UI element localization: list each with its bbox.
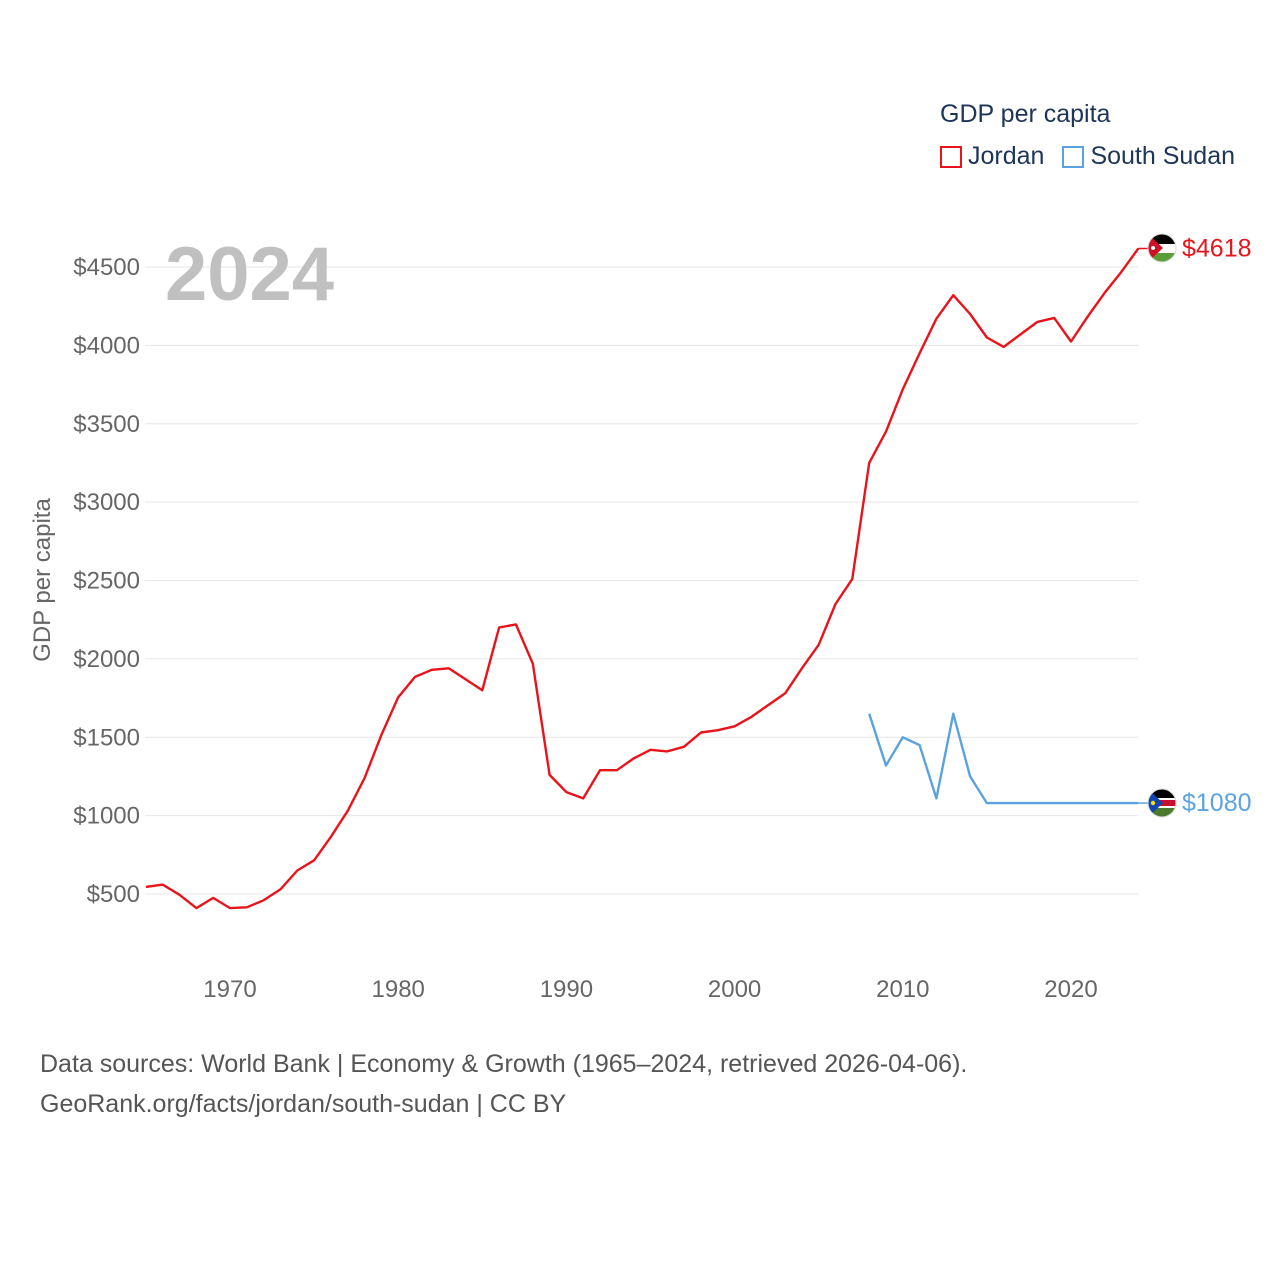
x-tick-label: 2000 (708, 976, 761, 1003)
x-tick-label: 1970 (203, 976, 256, 1003)
y-tick-label: $4500 (73, 254, 140, 281)
y-tick-label: $1000 (73, 803, 140, 830)
legend-label-jordan: Jordan (968, 142, 1045, 170)
x-tick-label: 1980 (372, 976, 425, 1003)
footer: Data sources: World Bank | Economy & Gro… (40, 1044, 967, 1124)
y-tick-label: $2000 (73, 646, 140, 673)
y-tick-label: $2500 (73, 568, 140, 595)
y-tick-label: $500 (87, 881, 140, 908)
jordan-flag-icon (1147, 233, 1177, 263)
x-tick-label: 2020 (1044, 976, 1097, 1003)
end-value-label-jordan: $4618 (1182, 235, 1252, 263)
x-tick-label: 1990 (540, 976, 593, 1003)
y-tick-label: $3000 (73, 489, 140, 516)
south-sudan-flag-icon (1147, 788, 1177, 818)
legend-label-south-sudan: South Sudan (1090, 142, 1236, 170)
end-value-label-south-sudan: $1080 (1182, 789, 1252, 817)
y-axis-label: GDP per capita (29, 498, 56, 662)
y-tick-label: $1500 (73, 724, 140, 751)
series-line-jordan[interactable] (145, 247, 1140, 910)
footer-attribution[interactable]: GeoRank.org/facts/jordan/south-sudan | C… (40, 1090, 567, 1118)
x-tick-label: 2010 (876, 976, 929, 1003)
year-label: 2024 (165, 232, 334, 317)
legend: Jordan South Sudan (940, 142, 1253, 171)
footer-sources: Data sources: World Bank | Economy & Gro… (40, 1050, 968, 1078)
series-line-south-sudan[interactable] (868, 712, 1139, 805)
y-tick-label: $4000 (73, 332, 140, 359)
legend-item-jordan[interactable]: Jordan (940, 142, 1044, 171)
legend-swatch-jordan (940, 145, 962, 168)
y-tick-label: $3500 (73, 411, 140, 438)
legend-title: GDP per capita (940, 100, 1111, 128)
legend-item-south-sudan[interactable]: South Sudan (1062, 142, 1235, 171)
legend-swatch-south-sudan (1062, 145, 1085, 168)
